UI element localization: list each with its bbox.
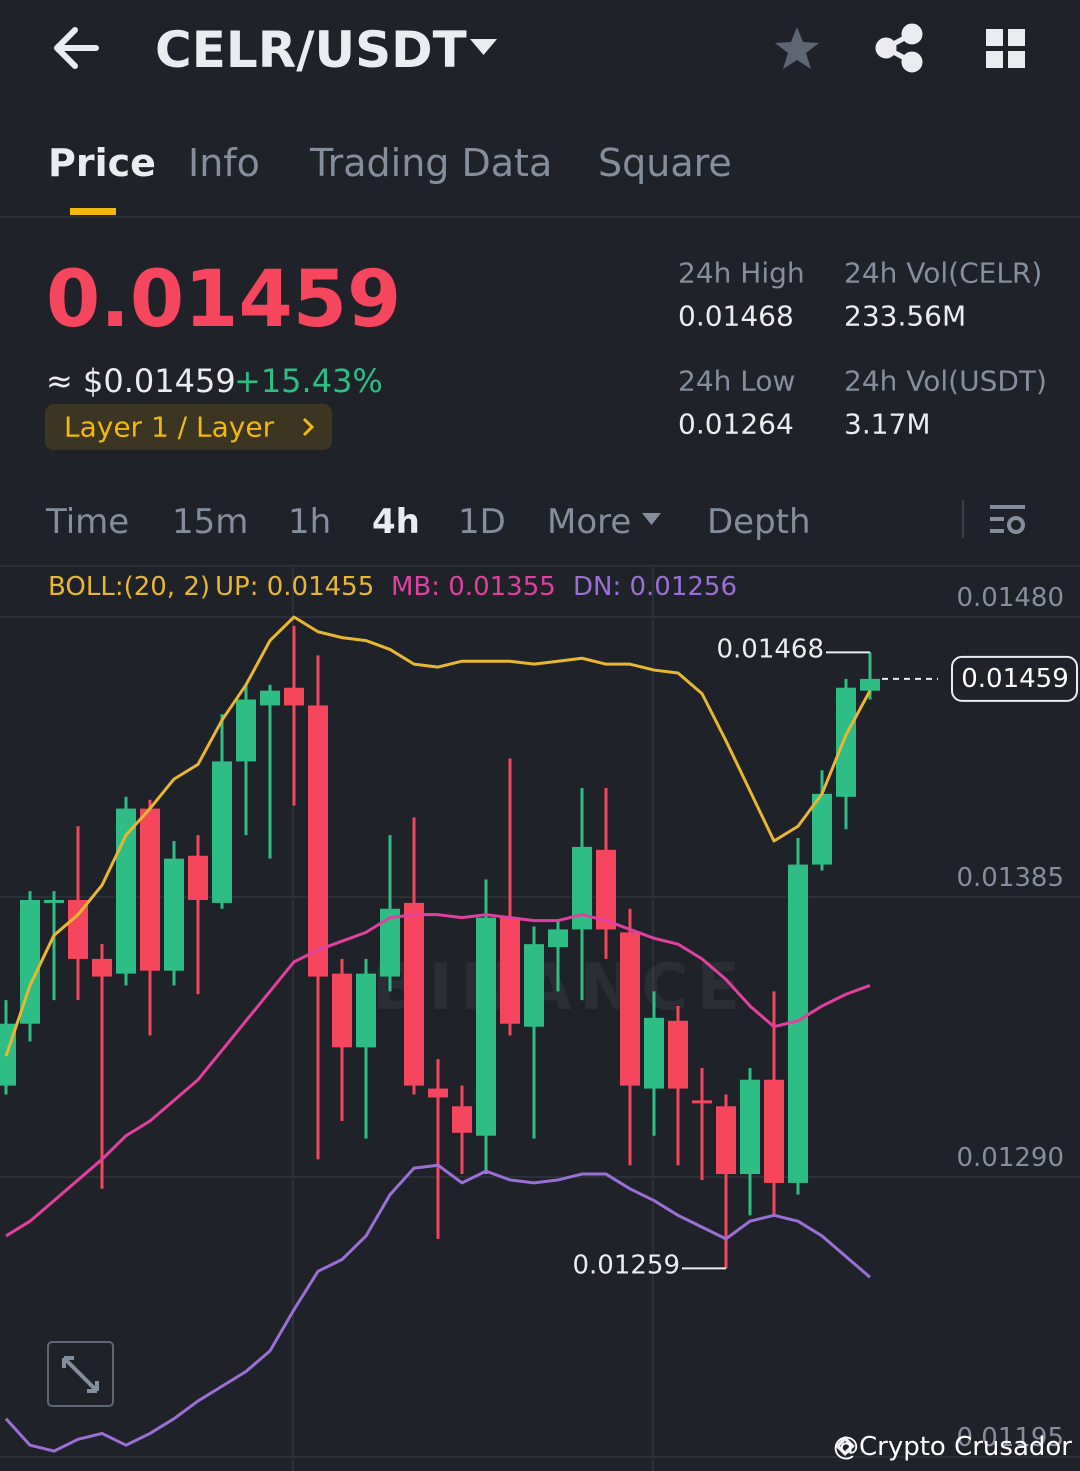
interval-tab[interactable]: 1D xyxy=(458,502,506,542)
interval-tab[interactable]: 4h xyxy=(372,502,420,542)
more-dropdown[interactable] xyxy=(642,513,661,525)
candle-body xyxy=(452,1106,472,1133)
stat-label: 24h Low xyxy=(678,365,795,398)
tab[interactable]: Price xyxy=(48,141,156,185)
candle-body xyxy=(404,902,424,1086)
candle-body xyxy=(116,808,136,974)
interval-tab[interactable]: Time xyxy=(45,502,129,542)
last-price-label: 0.01459 xyxy=(961,664,1069,694)
candle-body xyxy=(812,793,832,865)
candle-body xyxy=(860,678,880,691)
share-icon[interactable] xyxy=(875,23,923,73)
candle-body xyxy=(572,846,592,930)
candle-body xyxy=(740,1079,760,1175)
pair-dropdown[interactable] xyxy=(470,39,497,55)
interval-tab[interactable]: Depth xyxy=(707,502,811,542)
candle-body xyxy=(836,687,856,797)
grid-menu-icon[interactable] xyxy=(986,29,1025,68)
candle-body xyxy=(668,1020,688,1089)
back-button[interactable] xyxy=(54,27,99,69)
candle-body xyxy=(356,973,376,1048)
candle-body xyxy=(716,1106,736,1175)
stat-value: 3.17M xyxy=(844,408,931,441)
interval-tab[interactable]: 15m xyxy=(172,502,248,542)
candle-body xyxy=(380,908,400,977)
legend-entry: MB: 0.01355 xyxy=(391,572,556,602)
price-change: +15.43% xyxy=(234,362,383,400)
candle-body xyxy=(548,929,568,948)
credit: @Crypto Crusador xyxy=(833,1432,1072,1462)
legend-entry: DN: 0.01256 xyxy=(573,572,737,602)
indicator-label: BOLL:(20, 2) xyxy=(48,572,210,602)
candle-body xyxy=(476,917,496,1136)
tab[interactable]: Info xyxy=(188,141,260,185)
price-usd: ≈ $0.01459 xyxy=(46,362,236,400)
candle-body xyxy=(332,973,352,1048)
candle-body xyxy=(308,705,328,977)
candle-body xyxy=(68,899,88,959)
candle-body xyxy=(260,690,280,706)
y-tick-label: 0.01195 xyxy=(956,1423,1064,1453)
favorite-icon[interactable] xyxy=(775,27,819,69)
stat-value: 0.01468 xyxy=(678,300,794,333)
candle-body xyxy=(620,932,640,1086)
candle-body xyxy=(596,849,616,930)
boll-line xyxy=(4,1163,871,1453)
candle-body xyxy=(788,864,808,1183)
y-tick-label: 0.01385 xyxy=(956,863,1064,893)
interval-tab[interactable]: 1h xyxy=(288,502,331,542)
pair-title[interactable]: CELR/USDT xyxy=(155,21,467,79)
credit-icon xyxy=(835,1436,855,1456)
stat-label: 24h Vol(CELR) xyxy=(844,257,1042,290)
candle-body xyxy=(188,855,208,900)
boll-line xyxy=(4,615,872,1057)
stat-label: 24h Vol(USDT) xyxy=(844,365,1047,398)
candle-body xyxy=(164,858,184,971)
stat-value: 0.01264 xyxy=(678,408,794,441)
boll-line xyxy=(5,913,871,1238)
tab[interactable]: Square xyxy=(598,141,732,185)
chart-settings-icon[interactable] xyxy=(990,505,1025,534)
candle-body xyxy=(428,1088,448,1098)
tab[interactable]: Trading Data xyxy=(309,141,552,185)
candle-body xyxy=(692,1100,712,1104)
tag-label[interactable]: Layer 1 / Layer xyxy=(64,411,275,444)
y-tick-label: 0.01290 xyxy=(956,1143,1064,1173)
low-marker-label: 0.01259 xyxy=(572,1250,680,1280)
watermark: BINANCE xyxy=(372,951,748,1025)
stat-value: 233.56M xyxy=(844,300,966,333)
last-price: 0.01459 xyxy=(46,255,401,345)
candle-body xyxy=(20,899,40,1024)
interval-tab[interactable]: More xyxy=(547,502,631,542)
expand-icon xyxy=(62,1356,99,1393)
high-marker-label: 0.01468 xyxy=(716,634,824,664)
last-price-box xyxy=(951,655,1078,702)
candle-body xyxy=(44,899,64,903)
tag-chevron xyxy=(302,417,315,437)
candle-body xyxy=(644,1017,664,1089)
candle-body xyxy=(284,687,304,706)
expand-button[interactable] xyxy=(47,1341,114,1407)
tag-chip[interactable] xyxy=(45,404,332,450)
candle-body xyxy=(92,958,112,977)
y-tick-label: 0.01480 xyxy=(956,583,1064,613)
candle-body xyxy=(764,1079,784,1183)
tab-underline xyxy=(70,208,116,215)
candle-body xyxy=(140,808,160,971)
candle-body xyxy=(212,761,232,903)
legend-entry: UP: 0.01455 xyxy=(215,572,374,602)
candle-body xyxy=(500,917,520,1024)
candle-body xyxy=(236,699,256,762)
stat-label: 24h High xyxy=(678,257,805,290)
candle-body xyxy=(524,944,544,1027)
